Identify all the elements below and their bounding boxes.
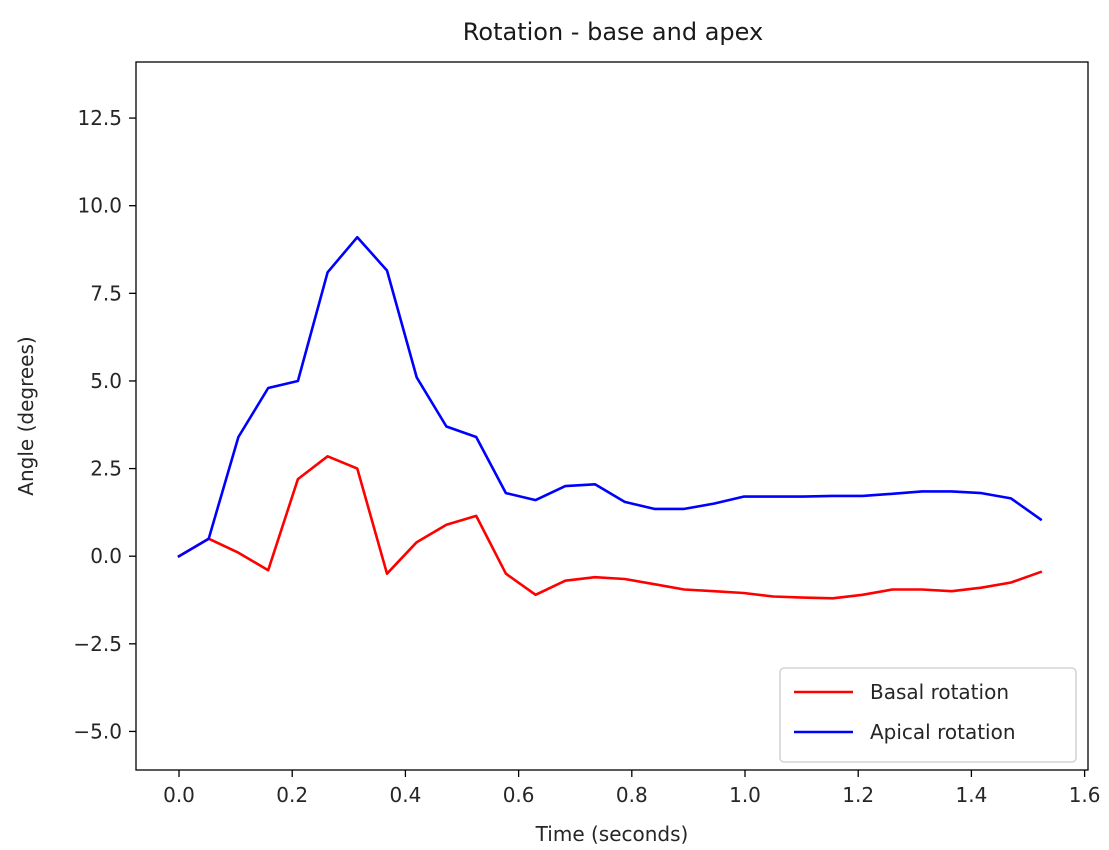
y-tick-label: 5.0 bbox=[90, 369, 122, 393]
y-tick-label: 10.0 bbox=[77, 194, 122, 218]
x-tick-label: 1.2 bbox=[842, 783, 874, 807]
x-tick-label: 1.0 bbox=[729, 783, 761, 807]
series-line-basal-rotation bbox=[177, 454, 1043, 600]
y-tick-label: 2.5 bbox=[90, 457, 122, 481]
x-tick-label: 0.0 bbox=[163, 783, 195, 807]
x-tick-label: 0.4 bbox=[390, 783, 422, 807]
y-tick-label: 7.5 bbox=[90, 281, 122, 305]
series-line-apical-rotation bbox=[177, 235, 1043, 558]
x-tick-label: 0.6 bbox=[503, 783, 535, 807]
y-axis-ticks: −5.0 −2.5 0.0 2.5 5.0 7.5 10.0 12.5 bbox=[73, 106, 136, 743]
x-axis-label: Time (seconds) bbox=[535, 822, 689, 846]
x-tick-label: 0.8 bbox=[616, 783, 648, 807]
y-tick-label: 12.5 bbox=[77, 106, 122, 130]
legend-label-apical-rotation: Apical rotation bbox=[870, 720, 1016, 744]
plot-area bbox=[136, 62, 1088, 770]
y-axis-label: Angle (degrees) bbox=[14, 336, 38, 495]
x-axis-ticks: 0.0 0.2 0.4 0.6 0.8 1.0 1.2 1.4 1.6 bbox=[163, 770, 1101, 807]
x-tick-label: 0.2 bbox=[276, 783, 308, 807]
legend-label-basal-rotation: Basal rotation bbox=[870, 680, 1009, 704]
series-group bbox=[177, 235, 1043, 600]
chart-title: Rotation - base and apex bbox=[463, 18, 763, 46]
y-tick-label: −2.5 bbox=[73, 632, 122, 656]
legend: Basal rotation Apical rotation bbox=[779, 667, 1077, 763]
y-tick-label: −5.0 bbox=[73, 719, 122, 743]
legend-frame bbox=[779, 667, 1077, 763]
x-tick-label: 1.6 bbox=[1069, 783, 1101, 807]
plot-frame bbox=[135, 61, 1089, 771]
x-tick-label: 1.4 bbox=[955, 783, 987, 807]
y-tick-label: 0.0 bbox=[90, 544, 122, 568]
